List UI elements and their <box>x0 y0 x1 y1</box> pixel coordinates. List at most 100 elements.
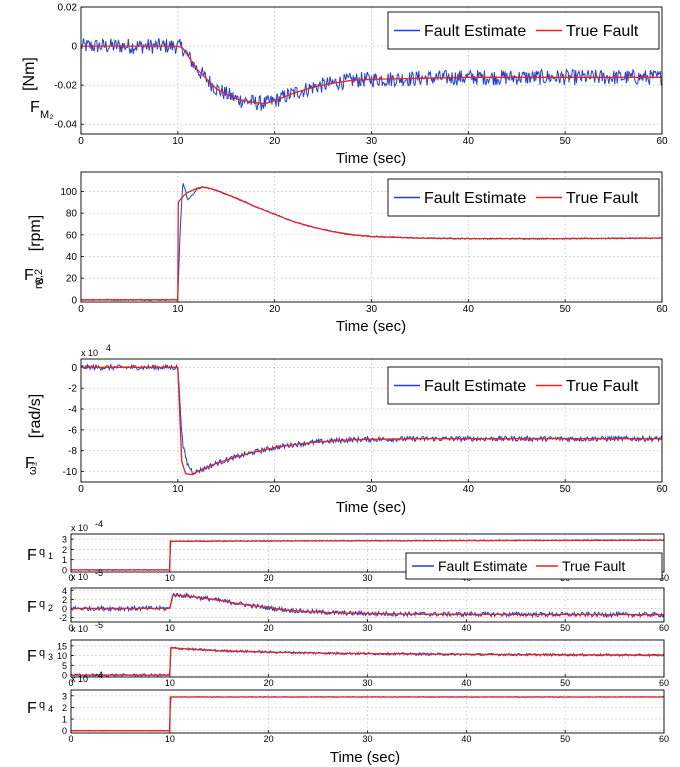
legend-label-true: True Fault <box>566 378 639 395</box>
series-true-fault <box>81 186 662 301</box>
x-tick-label: 40 <box>461 678 471 688</box>
ylabel-sub: q <box>39 546 45 558</box>
legend: Fault Estimate True Fault <box>387 178 660 217</box>
y-tick-label: -4 <box>68 405 77 416</box>
x-tick-label: 40 <box>463 484 475 495</box>
multiplier: x 10 <box>71 674 88 684</box>
series-true-fault <box>71 696 664 732</box>
plot-frame <box>70 689 665 734</box>
x-tick-label: 0 <box>68 734 73 744</box>
x-tick-label: 10 <box>172 304 184 315</box>
x-tick-label: 40 <box>461 734 471 744</box>
legend-box <box>387 366 660 405</box>
plot-frame <box>70 639 665 678</box>
y-tick-label: 80 <box>66 209 78 220</box>
x-tick-label: 30 <box>366 136 378 147</box>
x-tick-label: 40 <box>463 304 475 315</box>
x-tick-label: 30 <box>362 678 372 688</box>
ylabel-unit: [Nm] <box>21 57 38 91</box>
multiplier-exp: -5 <box>95 620 103 630</box>
x-tick-label: 50 <box>560 734 570 744</box>
panel-fault-m2: F M₂ [Nm] Time (sec) 0 10 20 30 40 50 600.020-… <box>21 3 668 168</box>
ylabel-main: F <box>27 599 37 616</box>
x-tick-label: 20 <box>264 623 274 633</box>
panel-fault-omega3: x 10 4 F ω₃ [rad/s] Time (sec) 0 10 20 30 40… <box>25 343 668 516</box>
ylabel-main: F <box>25 455 35 472</box>
x-tick-label: 10 <box>165 573 175 583</box>
ylabel-sub: ω₃ <box>27 462 39 475</box>
legend: Fault Estimate True Fault <box>387 366 660 405</box>
y-tick-label: 0 <box>62 565 67 575</box>
y-tick-label: 2 <box>62 703 67 713</box>
ylabel-sub2: 2 <box>48 603 53 613</box>
y-tick-label: 5 <box>62 661 67 671</box>
x-tick-label: 20 <box>264 734 274 744</box>
ylabel-unit: [rad/s] <box>27 394 44 438</box>
y-tick-label: -6 <box>68 425 77 436</box>
series-true-fault <box>71 539 664 571</box>
ylabel-unit: [rpm] <box>27 215 44 251</box>
x-tick-label: 20 <box>269 484 281 495</box>
x-tick-label: 20 <box>269 136 281 147</box>
multiplier: x 10 <box>71 523 88 533</box>
x-tick-label: 40 <box>463 136 475 147</box>
x-axis-label: Time (sec) <box>336 318 406 335</box>
x-tick-label: 20 <box>264 678 274 688</box>
x-tick-label: 60 <box>659 573 669 583</box>
y-tick-label: -2 <box>68 384 77 395</box>
series-true-fault <box>71 594 664 616</box>
y-tick-label: 0 <box>71 42 77 53</box>
y-tick-label: -0.02 <box>54 81 77 92</box>
y-tick-label: 0 <box>71 363 77 374</box>
x-tick-label: 0 <box>78 136 84 147</box>
series-fault-estimate <box>81 38 662 111</box>
plot-frame <box>80 358 663 483</box>
y-tick-label: 10 <box>57 651 67 661</box>
y-tick-label: 100 <box>60 187 77 198</box>
x-tick-label: 30 <box>362 573 372 583</box>
x-tick-label: 20 <box>264 573 274 583</box>
series-true-fault <box>81 366 662 476</box>
ylabel-sub: ω <box>35 275 44 287</box>
x-tick-label: 10 <box>165 734 175 744</box>
x-tick-label: 60 <box>656 484 668 495</box>
x-tick-label: 10 <box>165 623 175 633</box>
x-tick-label: 30 <box>362 623 372 633</box>
x-tick-label: 0 <box>78 304 84 315</box>
y-tick-label: 1 <box>62 555 67 565</box>
multiplier-exp: -5 <box>95 568 103 578</box>
y-tick-label: -2 <box>59 613 67 623</box>
ylabel-sub: q <box>39 699 45 711</box>
legend-label-estimate: Fault Estimate <box>424 190 526 207</box>
x-tick-label: 50 <box>560 484 572 495</box>
legend-label-estimate: Fault Estimate <box>424 23 526 40</box>
plot-frame <box>70 533 665 573</box>
x-tick-label: 40 <box>461 623 471 633</box>
y-tick-label: 40 <box>66 252 78 263</box>
y-tick-label: 15 <box>57 641 67 651</box>
legend: Fault Estimate True Fault <box>405 552 663 580</box>
y-tick-label: 3 <box>62 535 67 545</box>
ylabel-sub2: rw,2 <box>33 269 45 289</box>
x-axis-label: Time (sec) <box>336 150 406 167</box>
multiplier: x 10 <box>71 572 88 582</box>
plot-frame <box>70 587 665 623</box>
x-tick-label: 60 <box>659 678 669 688</box>
x-tick-label: 30 <box>366 484 378 495</box>
x-tick-label: 10 <box>172 484 184 495</box>
ylabel-sub2: 4 <box>48 704 53 714</box>
multiplier: x 10 <box>71 624 88 634</box>
y-tick-label: 1 <box>62 715 67 725</box>
y-tick-label: 0 <box>62 726 67 736</box>
multiplier-exp: 4 <box>106 343 111 353</box>
x-axis-label: Time (sec) <box>330 749 400 766</box>
y-tick-label: 0.02 <box>58 3 78 14</box>
y-tick-label: 0 <box>71 295 77 306</box>
ylabel-main: F <box>24 267 34 284</box>
ylabel-sub: q <box>39 598 45 610</box>
legend-label-true: True Fault <box>566 23 639 40</box>
x-tick-label: 60 <box>659 623 669 633</box>
